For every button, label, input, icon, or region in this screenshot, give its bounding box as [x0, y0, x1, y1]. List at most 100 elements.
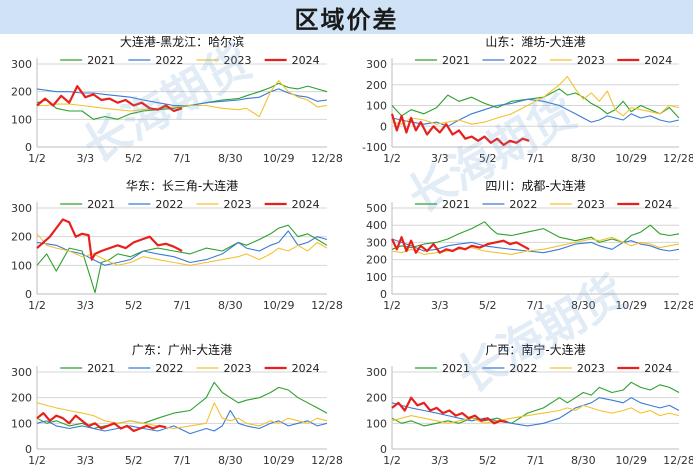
x-tick-label: 7/1 [527, 454, 545, 467]
legend-label-2024: 2024 [292, 198, 320, 211]
x-tick-label: 5/2 [479, 299, 497, 312]
series-line-2022 [391, 397, 680, 427]
legend-label-2023: 2023 [577, 362, 605, 375]
x-tick-label: 10/29 [615, 152, 647, 165]
x-tick-label: 10/29 [263, 299, 295, 312]
y-tick-label: 200 [366, 79, 387, 92]
x-tick-label: 10/29 [615, 454, 647, 467]
y-tick-label: 0 [25, 443, 32, 456]
x-tick-label: 8/30 [571, 454, 596, 467]
legend-label-2024: 2024 [292, 362, 320, 375]
y-tick-label: 400 [366, 219, 387, 232]
y-tick-label: -100 [362, 141, 387, 154]
series-line-2021 [391, 221, 680, 250]
series-line-2021 [36, 224, 328, 294]
y-tick-label: 100 [11, 417, 32, 430]
y-tick-label: 100 [11, 113, 32, 126]
chart-title: 华东：长三角-大连港 [126, 178, 238, 193]
series-line-2024 [36, 218, 183, 261]
y-tick-label: 300 [366, 366, 387, 379]
y-tick-label: 200 [11, 392, 32, 405]
x-tick-label: 10/29 [263, 454, 295, 467]
x-tick-label: 1/2 [383, 454, 401, 467]
legend-label-2021: 2021 [442, 54, 470, 67]
legend-label-2023: 2023 [577, 198, 605, 211]
y-tick-label: 100 [366, 417, 387, 430]
chart-title: 大连港-黑龙江：哈尔滨 [120, 34, 244, 49]
series-line-2023 [391, 236, 680, 255]
chart-panel-1: 山东：潍坊-大连港 -100 0 100 200 300 1/2 3/3 5/2 7/1 8/30 1… [362, 34, 693, 165]
x-tick-label: 1/2 [383, 299, 401, 312]
series-line-2022 [36, 230, 328, 266]
y-tick-label: 100 [366, 100, 387, 113]
chart-panel-2: 华东：长三角-大连港 0 100 200 300 1/2 3/3 5/2 7/1 8/30 10/2… [11, 178, 343, 312]
x-tick-label: 12/28 [663, 152, 693, 165]
x-tick-label: 3/3 [431, 299, 449, 312]
legend-label-2023: 2023 [224, 198, 252, 211]
x-tick-label: 12/28 [311, 299, 343, 312]
x-tick-label: 8/30 [571, 299, 596, 312]
legend-label-2022: 2022 [509, 198, 537, 211]
legend-label-2024: 2024 [644, 198, 672, 211]
x-tick-label: 3/3 [76, 299, 94, 312]
series-line-2022 [391, 98, 680, 127]
series-line-2021 [36, 381, 328, 430]
x-tick-label: 10/29 [263, 152, 295, 165]
y-tick-label: 100 [11, 259, 32, 272]
x-tick-label: 1/2 [28, 454, 46, 467]
y-tick-label: 0 [25, 288, 32, 301]
y-tick-label: 200 [366, 392, 387, 405]
x-tick-label: 3/3 [431, 454, 449, 467]
chart-panel-0: 大连港-黑龙江：哈尔滨 0 100 200 300 1/2 3/3 5/2 7/1 8/30 10/… [11, 34, 343, 165]
y-tick-label: 300 [366, 58, 387, 71]
y-tick-label: 0 [380, 288, 387, 301]
x-tick-label: 8/30 [218, 454, 243, 467]
x-tick-label: 1/2 [28, 152, 46, 165]
legend-label-2022: 2022 [155, 54, 183, 67]
x-tick-label: 7/1 [173, 152, 191, 165]
series-line-2023 [391, 75, 680, 125]
x-tick-label: 1/2 [383, 152, 401, 165]
title-bar: 区域价差 [0, 0, 693, 34]
legend-label-2023: 2023 [577, 54, 605, 67]
x-tick-label: 12/28 [311, 454, 343, 467]
y-tick-label: 300 [11, 202, 32, 215]
y-tick-label: 100 [366, 271, 387, 284]
legend-label-2022: 2022 [509, 362, 537, 375]
legend-label-2023: 2023 [224, 362, 252, 375]
y-tick-label: 500 [366, 202, 387, 215]
legend-label-2022: 2022 [155, 362, 183, 375]
x-tick-label: 5/2 [479, 454, 497, 467]
legend-label-2022: 2022 [155, 198, 183, 211]
legend-label-2022: 2022 [509, 54, 537, 67]
chart-panel-5: 广西：南宁-大连港 0 100 200 300 1/2 3/3 5/2 7/1 8/30 10/29… [366, 342, 693, 467]
y-tick-label: 200 [11, 231, 32, 244]
x-tick-label: 5/2 [125, 299, 143, 312]
x-tick-label: 8/30 [218, 299, 243, 312]
x-tick-label: 5/2 [479, 152, 497, 165]
chart-title: 四川：成都-大连港 [485, 178, 585, 193]
watermark-2: 长海期货 [449, 265, 635, 404]
series-line-2023 [391, 404, 680, 424]
y-tick-label: 200 [366, 254, 387, 267]
x-tick-label: 8/30 [571, 152, 596, 165]
y-tick-label: 0 [380, 443, 387, 456]
y-tick-label: 300 [11, 58, 32, 71]
chart-title: 广东：广州-大连港 [132, 342, 232, 357]
y-tick-label: 0 [380, 120, 387, 133]
legend-label-2024: 2024 [644, 54, 672, 67]
x-tick-label: 12/28 [663, 454, 693, 467]
x-tick-label: 7/1 [527, 152, 545, 165]
chart-title: 广西：南宁-大连港 [485, 342, 585, 357]
series-line-2024 [390, 113, 530, 146]
series-line-2024 [36, 412, 167, 433]
x-tick-label: 5/2 [125, 152, 143, 165]
x-tick-label: 7/1 [173, 299, 191, 312]
charts-canvas: 大连港-黑龙江：哈尔滨 0 100 200 300 1/2 3/3 5/2 7/1 8/30 10/… [11, 34, 693, 467]
x-tick-label: 12/28 [311, 152, 343, 165]
x-tick-label: 1/2 [28, 299, 46, 312]
chart-panel-3: 四川：成都-大连港 0 100 200 300 400 500 1/2 3/3 5/2 7/1 8/3… [366, 178, 693, 312]
legend-label-2021: 2021 [442, 198, 470, 211]
series-line-2023 [36, 233, 328, 266]
